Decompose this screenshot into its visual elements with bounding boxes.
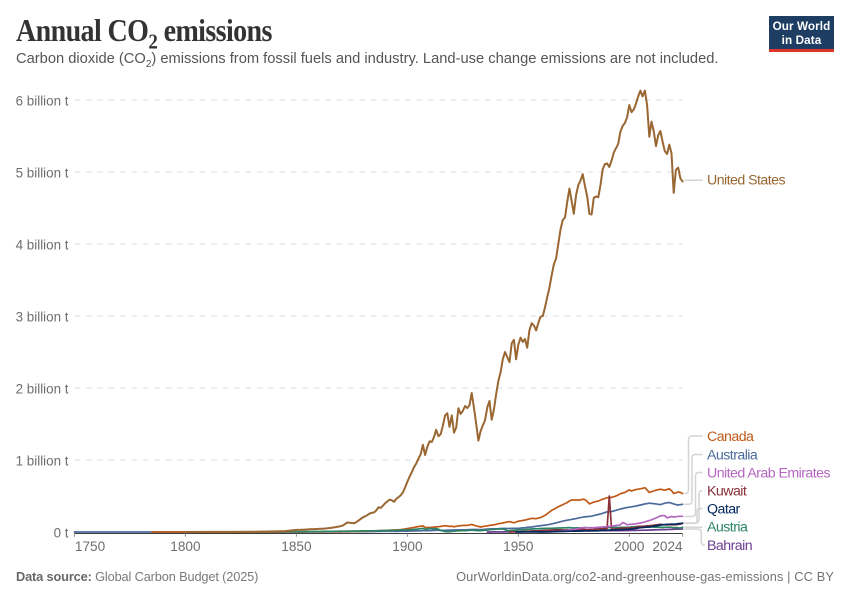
svg-text:0 t: 0 t [54,525,69,540]
svg-text:1900: 1900 [392,539,423,554]
svg-text:Australia: Australia [707,448,758,464]
svg-text:Bahrain: Bahrain [707,538,752,554]
svg-text:1750: 1750 [75,539,106,554]
svg-text:2024: 2024 [652,539,683,554]
svg-text:6 billion t: 6 billion t [16,93,69,108]
svg-text:Austria: Austria [707,520,748,536]
svg-text:1800: 1800 [170,539,201,554]
svg-text:2 billion t: 2 billion t [16,381,69,396]
svg-text:1850: 1850 [281,539,312,554]
svg-text:United States: United States [707,173,785,189]
svg-text:1 billion t: 1 billion t [16,453,69,468]
svg-text:3 billion t: 3 billion t [16,309,69,324]
svg-text:United Arab Emirates: United Arab Emirates [707,466,831,482]
svg-text:1950: 1950 [503,539,534,554]
svg-text:Qatar: Qatar [707,502,741,518]
svg-text:Kuwait: Kuwait [707,484,747,500]
svg-text:5 billion t: 5 billion t [16,165,69,180]
svg-text:2000: 2000 [614,539,645,554]
svg-text:Canada: Canada [707,429,754,445]
svg-text:4 billion t: 4 billion t [16,237,69,252]
